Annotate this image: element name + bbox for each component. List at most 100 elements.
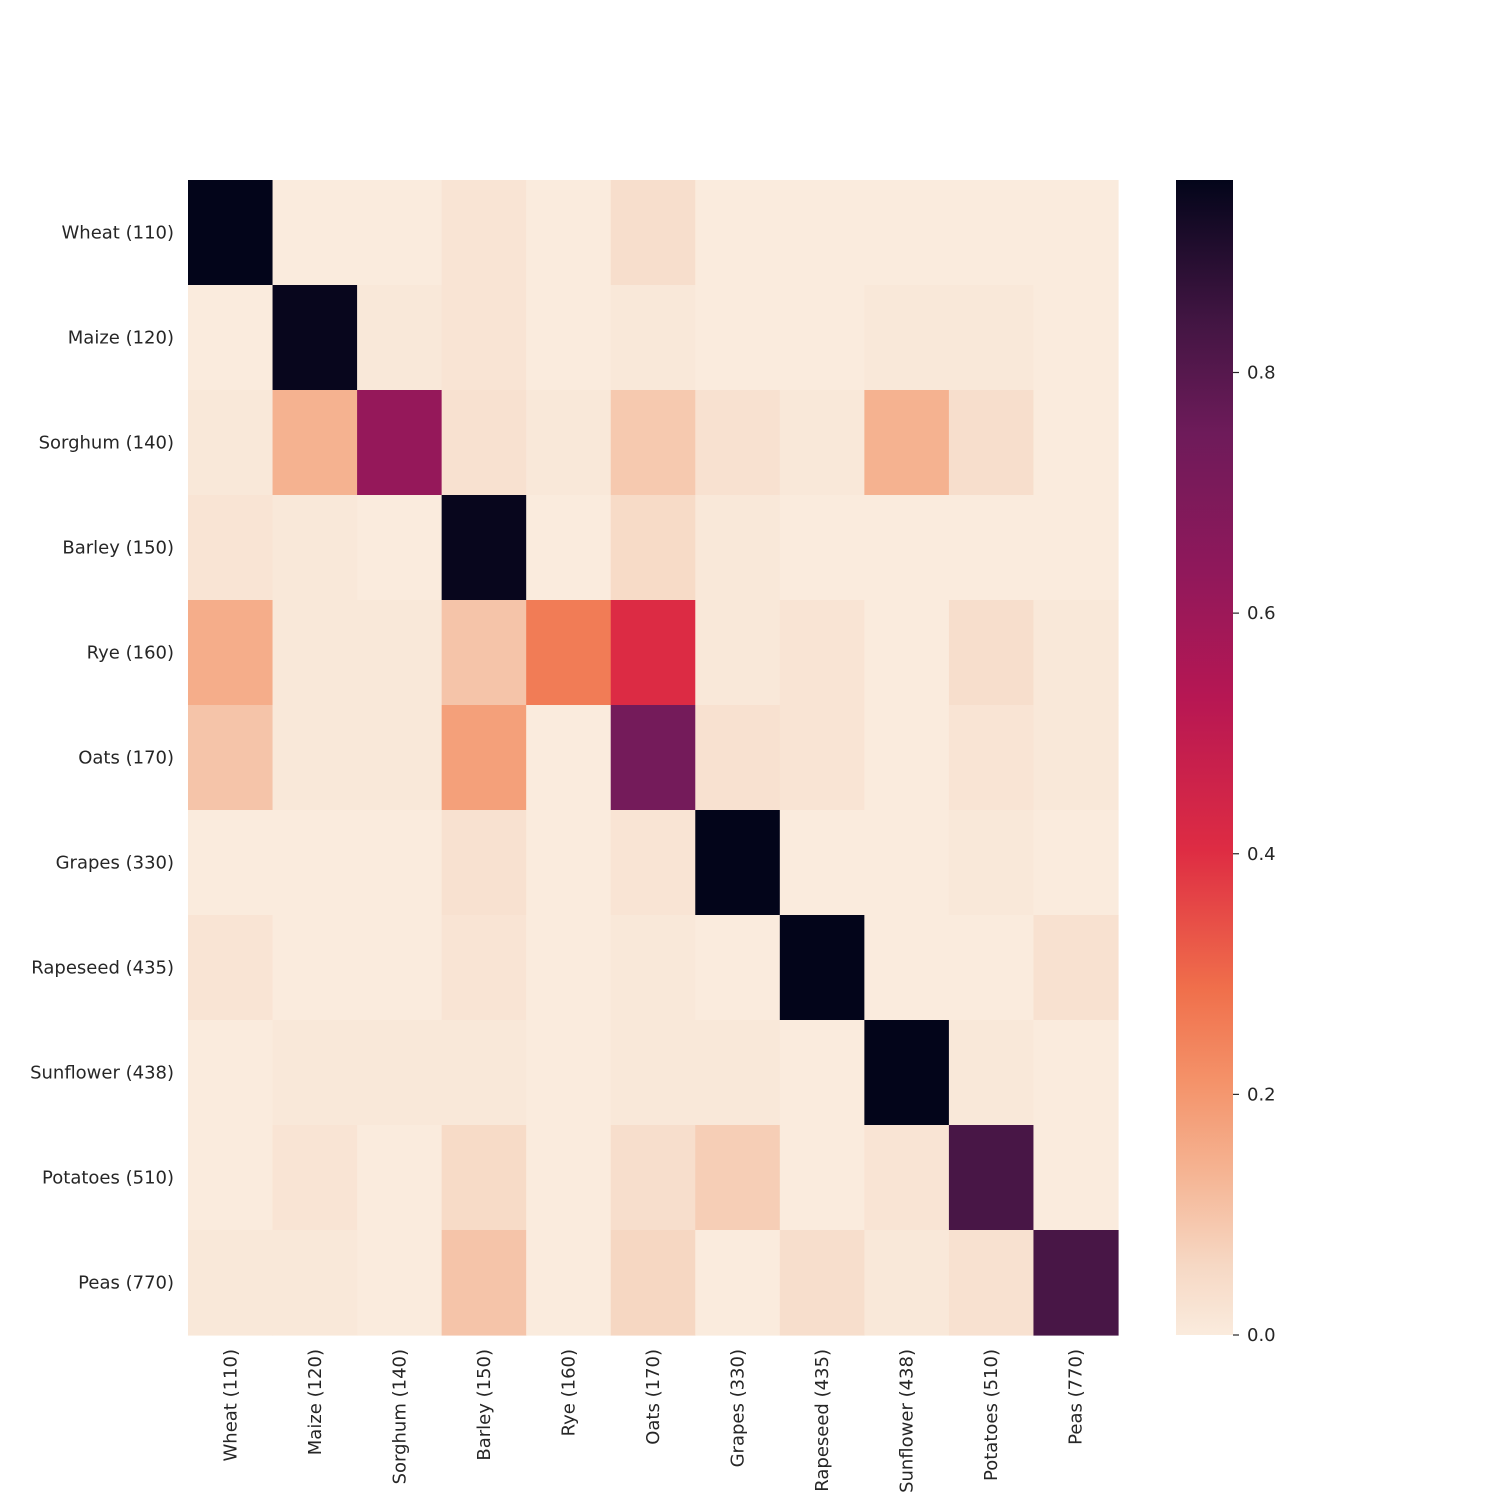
heatmap-cell	[441, 1230, 527, 1336]
heatmap-cell	[1033, 705, 1119, 811]
heatmap-cell	[357, 600, 443, 706]
heatmap-cell	[441, 915, 527, 1021]
heatmap-cell	[357, 180, 443, 286]
heatmap-cell	[526, 495, 612, 601]
heatmap-cell	[188, 1230, 274, 1336]
heatmap-cell	[1033, 180, 1119, 286]
y-tick-label: Maize (120)	[68, 328, 174, 349]
heatmap-cell	[948, 1020, 1035, 1126]
colorbar	[1176, 180, 1233, 1335]
heatmap-cell	[695, 495, 781, 601]
heatmap-cell	[695, 285, 781, 391]
heatmap-cell	[948, 705, 1035, 811]
x-tick-label: Peas (770)	[1066, 1349, 1087, 1445]
heatmap-cell	[695, 600, 781, 706]
heatmap-cell	[357, 285, 443, 391]
heatmap-cell	[779, 390, 865, 496]
y-tick-label: Rye (160)	[87, 643, 174, 664]
heatmap-cell	[610, 390, 696, 496]
y-tick-label: Wheat (110)	[62, 223, 175, 244]
heatmap-cell	[272, 180, 358, 286]
heatmap-cell	[526, 1230, 612, 1336]
heatmap-cell	[526, 810, 612, 916]
heatmap-cell	[695, 180, 781, 286]
colorbar-ticks: 0.0 0.2 0.4 0.6 0.8	[1233, 363, 1276, 1346]
heatmap-cell	[526, 600, 612, 706]
y-tick-label: Barley (150)	[62, 538, 174, 559]
heatmap-cell	[272, 1020, 358, 1126]
heatmap-cell	[864, 915, 950, 1021]
heatmap-cell	[779, 810, 865, 916]
heatmap-cell	[188, 810, 274, 916]
heatmap-cell	[272, 600, 358, 706]
colorbar-tick-label: 0.2	[1247, 1084, 1276, 1105]
heatmap-cell	[188, 180, 274, 286]
heatmap-cell	[864, 180, 950, 286]
heatmap-cell	[864, 495, 950, 601]
heatmap-cell	[1033, 285, 1119, 391]
heatmap-cell	[441, 390, 527, 496]
heatmap-cell	[948, 1125, 1035, 1231]
heatmap-cell	[188, 705, 274, 811]
x-tick-label: Rye (160)	[558, 1349, 579, 1436]
heatmap-cell	[864, 1020, 950, 1126]
heatmap-cell	[610, 1230, 696, 1336]
heatmap-cell	[610, 915, 696, 1021]
x-axis-ticks: Wheat (110) Maize (120) Sorghum (140) Barle…	[220, 1349, 1086, 1493]
heatmap-cell	[610, 1020, 696, 1126]
heatmap-cell	[610, 600, 696, 706]
heatmap-cell	[526, 705, 612, 811]
heatmap-cell	[695, 705, 781, 811]
heatmap-cell	[610, 495, 696, 601]
heatmap-cell	[1033, 600, 1119, 706]
y-tick-label: Sorghum (140)	[39, 433, 174, 454]
heatmap-cell	[779, 1230, 865, 1336]
heatmap-cell	[272, 390, 358, 496]
heatmap-cell	[948, 285, 1035, 391]
heatmap-cell	[948, 810, 1035, 916]
x-tick-label: Maize (120)	[305, 1349, 326, 1455]
heatmap-cell	[188, 1020, 274, 1126]
heatmap-cell	[272, 495, 358, 601]
heatmap-cell	[526, 285, 612, 391]
heatmap-cell	[188, 915, 274, 1021]
heatmap-cell	[272, 810, 358, 916]
y-tick-label: Grapes (330)	[56, 853, 174, 874]
heatmap-cell	[779, 180, 865, 286]
heatmap-cell	[188, 1125, 274, 1231]
heatmap-cell	[1033, 810, 1119, 916]
heatmap-cell	[864, 1230, 950, 1336]
x-tick-label: Barley (150)	[474, 1349, 495, 1461]
heatmap-cell	[272, 915, 358, 1021]
y-tick-label: Peas (770)	[78, 1273, 174, 1294]
heatmap-cell	[695, 1230, 781, 1336]
heatmap-cell	[695, 915, 781, 1021]
heatmap-cell	[357, 1020, 443, 1126]
heatmap-cell	[864, 1125, 950, 1231]
x-tick-label: Rapeseed (435)	[812, 1349, 833, 1492]
heatmap-cell	[864, 705, 950, 811]
heatmap-cell	[357, 705, 443, 811]
heatmap-cell	[864, 600, 950, 706]
heatmap-cell	[272, 285, 358, 391]
heatmap-cell	[695, 390, 781, 496]
heatmap-cell	[357, 810, 443, 916]
heatmap-cell	[779, 495, 865, 601]
heatmap-cell	[864, 390, 950, 496]
heatmap-cell	[357, 915, 443, 1021]
heatmap-cell	[610, 180, 696, 286]
heatmap-cell	[779, 600, 865, 706]
heatmap-cell	[526, 180, 612, 286]
heatmap-cell	[188, 600, 274, 706]
heatmap-cell	[188, 285, 274, 391]
heatmap-cell	[610, 810, 696, 916]
heatmap-cell	[1033, 1020, 1119, 1126]
heatmap-cell	[779, 915, 865, 1021]
heatmap-cell	[272, 1125, 358, 1231]
heatmap-cell	[779, 1125, 865, 1231]
heatmap-cell	[610, 705, 696, 811]
x-tick-label: Sunflower (438)	[897, 1349, 918, 1493]
heatmap-cell	[441, 705, 527, 811]
